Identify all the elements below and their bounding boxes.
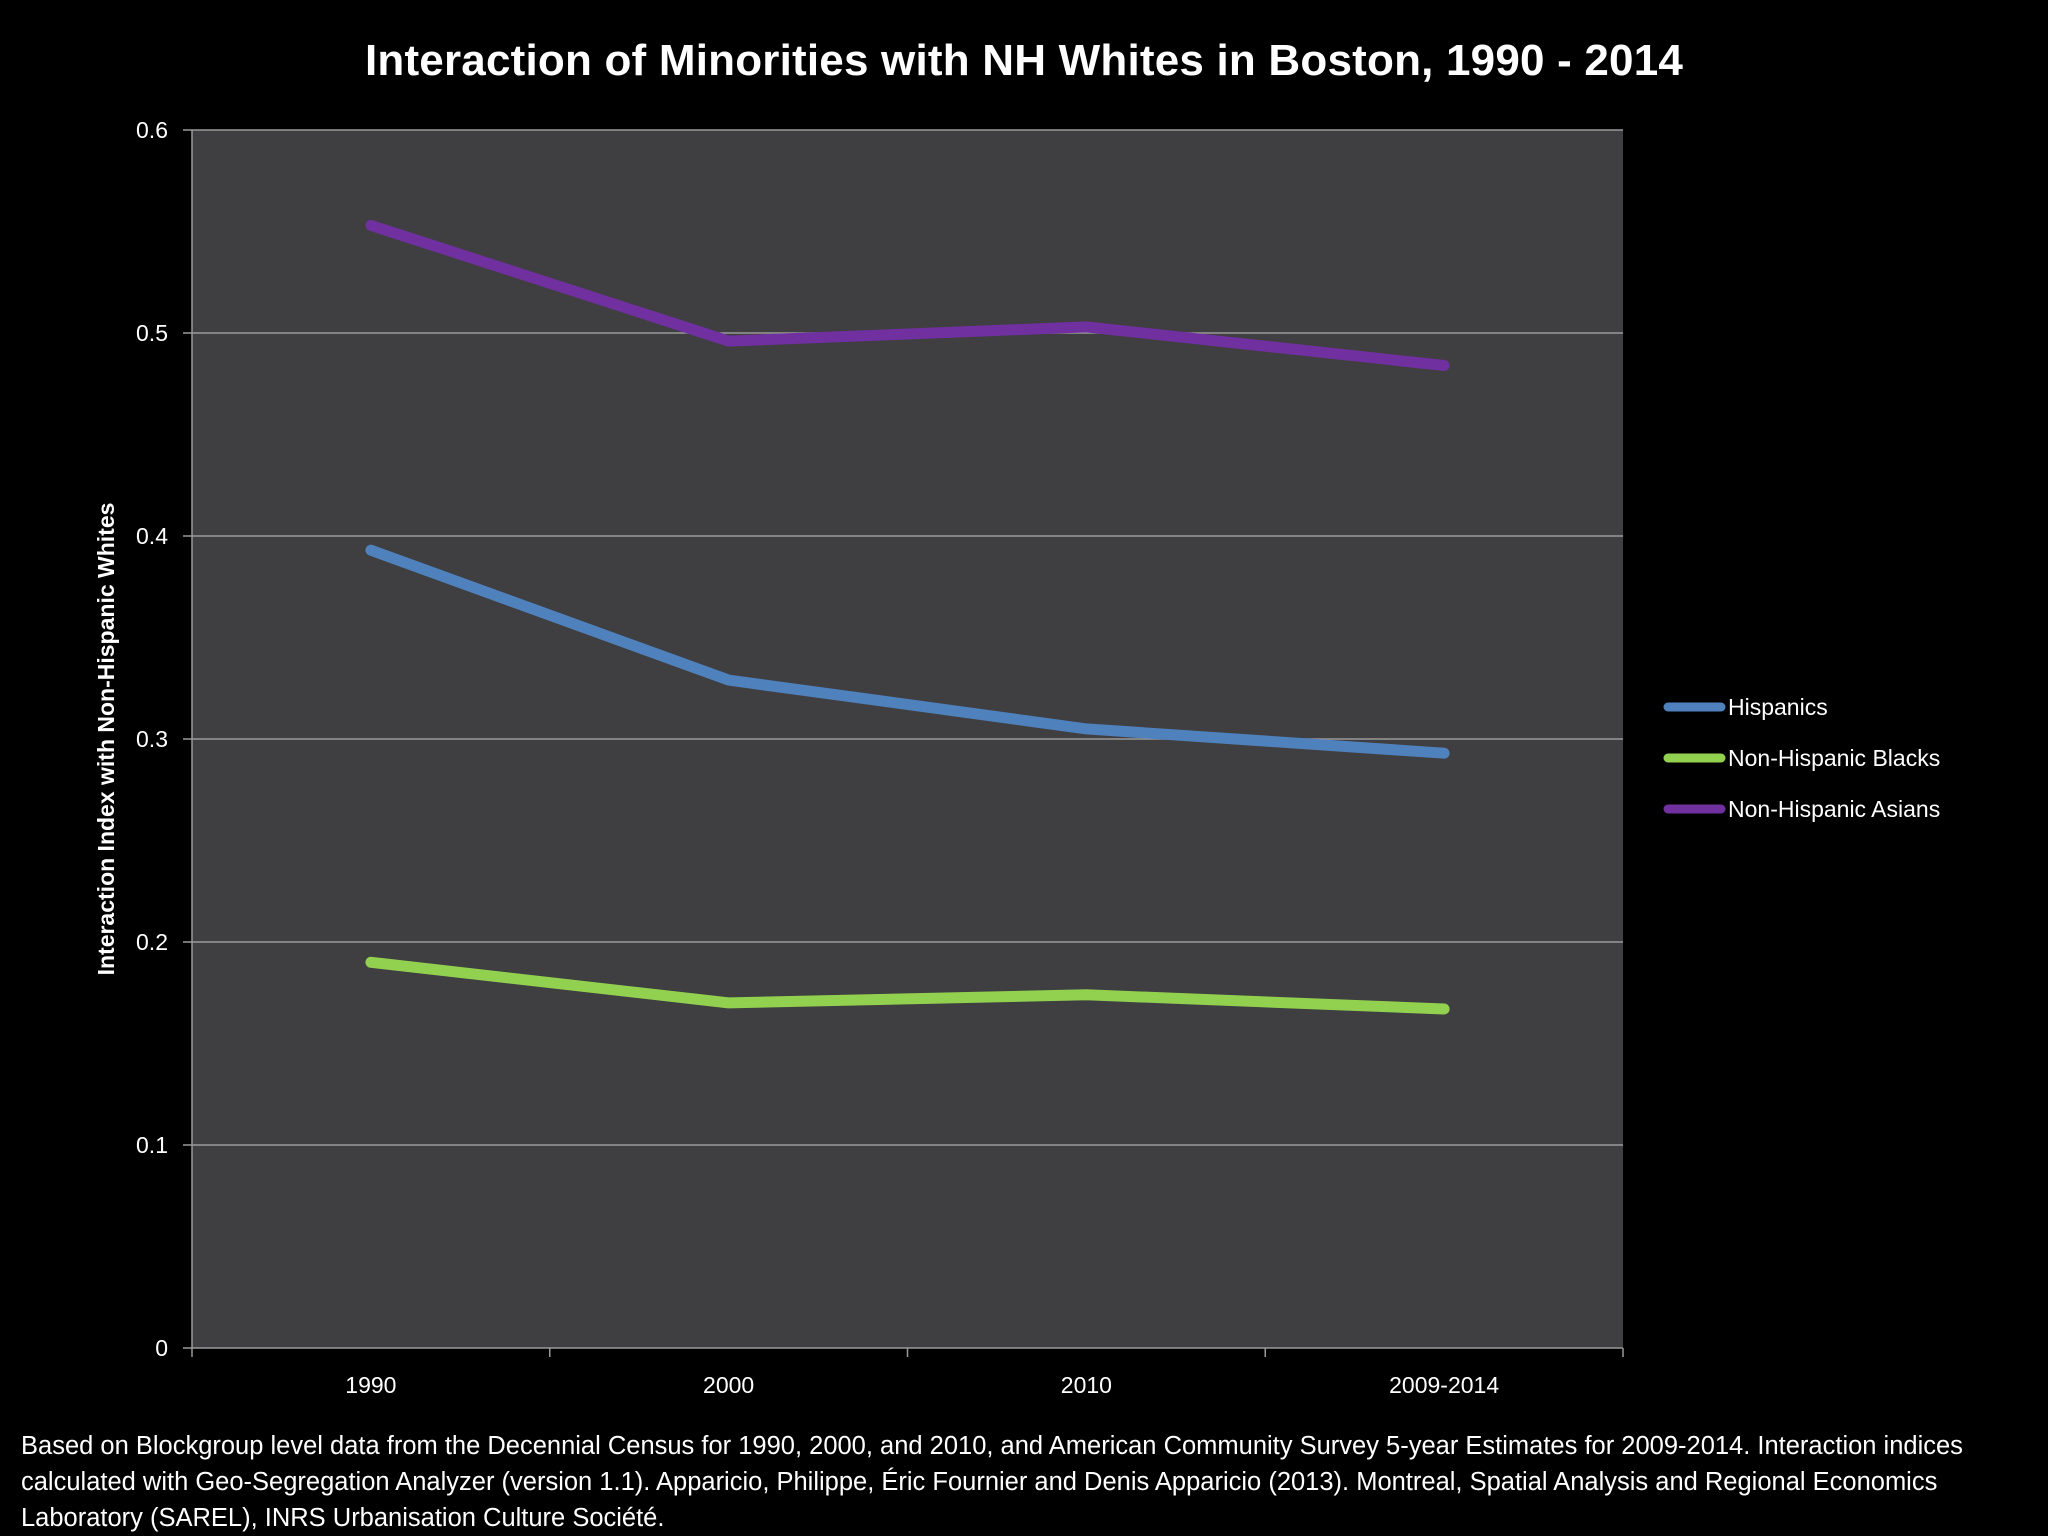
series-lines: [365, 219, 1450, 1015]
x-tick-label: 1990: [345, 1372, 396, 1398]
gridlines: [192, 129, 1623, 1146]
y-tick-label: 0.6: [136, 117, 168, 143]
legend-label-non-hispanic-asians: Non-Hispanic Asians: [1728, 796, 1940, 822]
y-tick-label: 0.1: [136, 1132, 168, 1158]
y-tick-label: 0.3: [136, 726, 168, 752]
axes: 0 0.1 0.2 0.3 0.4 0.5 0.6 1990 2000 2010 2009-2014: [136, 117, 1624, 1398]
source-footnote: Based on Blockgroup level data from the …: [21, 1432, 1963, 1532]
x-tick-label: 2010: [1061, 1372, 1112, 1398]
legend-label-hispanics: Hispanics: [1728, 694, 1828, 720]
series-line-non-hispanic-blacks: [365, 956, 1450, 1015]
y-tick-label: 0.4: [136, 523, 168, 549]
x-tick-label: 2000: [703, 1372, 754, 1398]
series-line-non-hispanic-asians: [365, 219, 1450, 371]
chart-title: Interaction of Minorities with NH Whites…: [364, 36, 1684, 85]
y-tick-label: 0: [155, 1335, 168, 1361]
x-tick-label: 2009-2014: [1389, 1372, 1499, 1398]
y-tick-label: 0.2: [136, 929, 168, 955]
y-tick-label: 0.5: [136, 320, 168, 346]
legend-label-non-hispanic-blacks: Non-Hispanic Blacks: [1728, 745, 1940, 771]
y-axis-title: Interaction Index with Non-Hispanic Whit…: [93, 503, 119, 976]
series-line-hispanics: [365, 544, 1450, 759]
legend: Hispanics Non-Hispanic Blacks Non-Hispanic…: [1663, 694, 1940, 822]
